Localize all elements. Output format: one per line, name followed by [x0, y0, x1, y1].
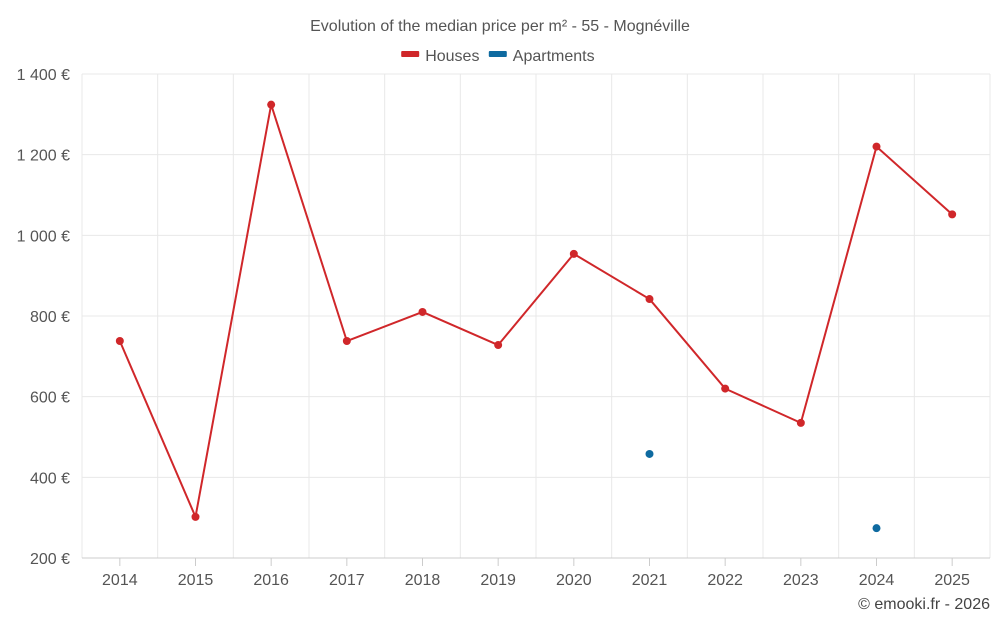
series-line-houses — [118, 103, 953, 518]
x-tick-label: 2014 — [102, 572, 138, 589]
data-point-apartments[interactable] — [645, 449, 654, 458]
data-point-houses[interactable] — [494, 341, 503, 350]
x-tick-label: 2016 — [253, 572, 289, 589]
series-houses — [115, 100, 957, 521]
legend: Houses Apartments — [401, 48, 595, 65]
x-tick-label: 2022 — [707, 572, 743, 589]
y-tick-label: 1 200 € — [17, 148, 70, 165]
x-tick-label: 2025 — [934, 572, 970, 589]
y-tick-label: 1 000 € — [17, 228, 70, 245]
x-tick-label: 2024 — [859, 572, 895, 589]
grid — [81, 73, 991, 558]
data-point-houses[interactable] — [267, 100, 276, 109]
data-point-houses[interactable] — [191, 512, 200, 521]
data-point-houses[interactable] — [342, 337, 351, 346]
data-point-houses[interactable] — [569, 249, 578, 258]
x-tick-label: 2020 — [556, 572, 592, 589]
series-apartments — [645, 449, 881, 533]
x-tick-label: 2017 — [329, 572, 365, 589]
y-tick-label: 200 € — [30, 551, 70, 568]
legend-label-houses: Houses — [425, 48, 479, 65]
x-tick-label: 2018 — [405, 572, 441, 589]
y-tick-label: 1 400 € — [17, 67, 70, 84]
data-point-apartments[interactable] — [872, 524, 881, 533]
x-tick-label: 2021 — [632, 572, 668, 589]
data-point-houses[interactable] — [948, 210, 957, 219]
y-tick-label: 600 € — [30, 390, 70, 407]
y-axis-ticks: 200 € 400 € 600 € 800 € 1 000 € 1 200 € 1 400 … — [17, 67, 70, 568]
y-tick-label: 800 € — [30, 309, 70, 326]
data-point-houses[interactable] — [418, 307, 427, 316]
x-tick-label: 2019 — [480, 572, 516, 589]
x-tick-label: 2023 — [783, 572, 819, 589]
data-point-houses[interactable] — [872, 142, 881, 151]
data-point-houses[interactable] — [645, 295, 654, 304]
x-tick-label: 2015 — [178, 572, 214, 589]
legend-label-apartments: Apartments — [513, 48, 595, 65]
legend-item-apartments[interactable]: Apartments — [488, 48, 595, 65]
series — [115, 100, 957, 533]
chart-title: Evolution of the median price per m² - 5… — [310, 18, 690, 35]
data-point-houses[interactable] — [796, 418, 805, 427]
legend-item-houses[interactable]: Houses — [401, 48, 479, 65]
data-point-houses[interactable] — [115, 337, 124, 346]
y-tick-label: 400 € — [30, 470, 70, 487]
credit-text: © emooki.fr - 2026 — [858, 596, 990, 613]
x-axis-ticks: 2014 2015 2016 2017 2018 2019 2020 2021 2022 2023… — [102, 558, 970, 589]
data-point-houses[interactable] — [721, 384, 730, 393]
legend-swatch-apartments — [488, 51, 507, 57]
legend-swatch-houses — [401, 51, 420, 57]
